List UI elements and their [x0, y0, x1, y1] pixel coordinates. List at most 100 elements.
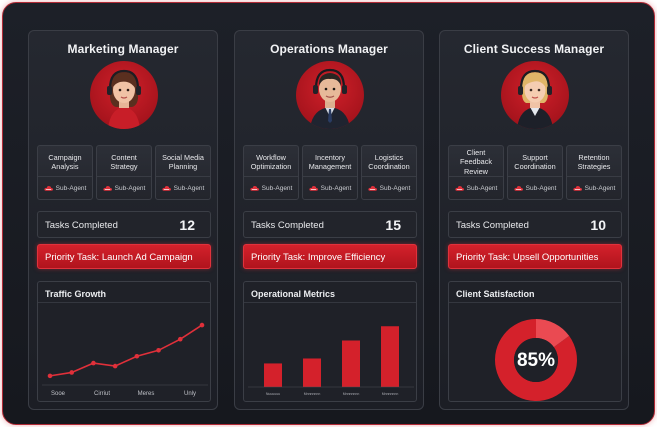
donut-center-label: 85% [517, 350, 555, 371]
sub-agent-inventory-management[interactable]: Incentory Management Sub-Agent [302, 145, 358, 200]
sub-agent-client-feedback-review[interactable]: Client Feedback Review Sub-Agent [448, 145, 504, 200]
divider [303, 176, 357, 177]
avatar [501, 61, 569, 129]
sub-agent-retention-strategies[interactable]: Retention Strategies Sub-Agent [566, 145, 622, 200]
priority-task-button[interactable]: Priority Task: Improve Efficiency [243, 244, 417, 269]
client-satisfaction-chart: 85% [495, 319, 577, 401]
avatar [90, 61, 158, 129]
role-name: Client Feedback Review [459, 147, 493, 176]
sub-agent-tag: Sub-Agent [508, 181, 562, 195]
sub-agent-campaign-analysis[interactable]: Campaign Analysis Sub-Agent [37, 145, 93, 200]
tasks-label: Tasks Completed [456, 220, 529, 231]
panel-title: Client Satisfaction [456, 289, 535, 299]
divider [97, 176, 151, 177]
x-tick-label: Mnnnnnnn [304, 392, 321, 396]
sub-agent-social-media-planning[interactable]: Social Media Planning Sub-Agent [155, 145, 211, 200]
cloud-icon [250, 185, 259, 191]
sub-agent-label: Sub-Agent [261, 184, 293, 192]
sub-agent-roles: Client Feedback Review Sub-Agent Support… [448, 145, 622, 200]
divider [38, 302, 210, 303]
tasks-label: Tasks Completed [251, 220, 324, 231]
cloud-icon [103, 185, 112, 191]
divider [508, 176, 562, 177]
sub-agent-roles: Campaign Analysis Sub-Agent Content Stra… [37, 145, 211, 200]
panel-title: Operational Metrics [251, 289, 336, 299]
sub-agent-label: Sub-Agent [584, 184, 616, 192]
agent-card-marketing[interactable]: Marketing Manager Campaign Analysis [28, 30, 218, 410]
data-point [199, 322, 205, 328]
operational-metrics-panel: Operational Metrics Nuuuuuu Mnnnnnnn Mnnnn… [243, 281, 417, 402]
divider [449, 302, 621, 303]
divider [244, 302, 416, 303]
priority-task-label: Priority Task: Improve Efficiency [251, 252, 386, 263]
sub-agent-workflow-optimization[interactable]: Workflow Optimization Sub-Agent [243, 145, 299, 200]
sub-agent-tag: Sub-Agent [244, 181, 298, 195]
x-tick-label: Cirriut [94, 391, 110, 397]
sub-agent-logistics-coordination[interactable]: Logistics Coordination Sub-Agent [361, 145, 417, 200]
panel-title: Traffic Growth [45, 289, 107, 299]
sub-agent-tag: Sub-Agent [156, 181, 210, 195]
series-line [49, 324, 203, 377]
sub-agent-tag: Sub-Agent [97, 181, 151, 195]
cloud-icon [44, 185, 53, 191]
role-name: Support Coordination [514, 152, 556, 172]
role-name: Campaign Analysis [48, 152, 82, 172]
tasks-label: Tasks Completed [45, 220, 118, 231]
data-point [112, 363, 118, 369]
bar [264, 363, 282, 387]
card-title: Client Success Manager [463, 42, 605, 56]
tasks-completed: Tasks Completed 10 [448, 211, 622, 238]
donut-hole [514, 338, 558, 382]
priority-task-label: Priority Task: Upsell Opportunities [456, 252, 599, 263]
sub-agent-label: Sub-Agent [379, 184, 411, 192]
sub-agent-tag: Sub-Agent [567, 181, 621, 195]
priority-task-button[interactable]: Priority Task: Upsell Opportunities [448, 244, 622, 269]
priority-task-button[interactable]: Priority Task: Launch Ad Campaign [37, 244, 211, 269]
tasks-completed: Tasks Completed 15 [243, 211, 417, 238]
cloud-icon [455, 185, 464, 191]
x-tick-label: Sooe [51, 391, 66, 397]
x-tick-label: Unly [184, 391, 196, 397]
data-point [177, 336, 183, 342]
data-point [91, 360, 96, 366]
donut-slice-satisfied [495, 319, 577, 401]
cloud-icon [162, 185, 171, 191]
cloud-icon [514, 185, 523, 191]
sub-agent-label: Sub-Agent [173, 184, 205, 192]
x-tick-label: Mnnnnnnn [343, 392, 360, 396]
bar [342, 340, 360, 387]
tasks-count: 10 [590, 217, 606, 233]
card-title: Operations Manager [270, 42, 388, 56]
divider [244, 176, 298, 177]
donut-slice-remaining [536, 319, 570, 348]
divider [38, 176, 92, 177]
sub-agent-label: Sub-Agent [320, 184, 352, 192]
traffic-growth-chart: Sooe Cirriut Meres Unly [42, 322, 208, 397]
role-name: Retention Strategies [577, 152, 611, 172]
data-point [47, 373, 53, 379]
avatar [296, 61, 364, 129]
sub-agent-content-strategy[interactable]: Content Strategy Sub-Agent [96, 145, 152, 200]
divider [449, 176, 503, 177]
cloud-icon [368, 185, 377, 191]
agent-card-operations[interactable]: Operations Manager Workflow Optimization [234, 30, 424, 410]
operational-metrics-chart: Nuuuuuu Mnnnnnnn Mnnnnnnn Mnnnnnnn [248, 326, 414, 396]
sub-agent-support-coordination[interactable]: Support Coordination Sub-Agent [507, 145, 563, 200]
agent-card-client-success[interactable]: Client Success Manager Client Feedback R… [439, 30, 629, 410]
card-title: Marketing Manager [67, 42, 179, 56]
role-name: Social Media Planning [162, 152, 204, 172]
tasks-count: 15 [385, 217, 401, 233]
divider [567, 176, 621, 177]
client-satisfaction-panel: Client Satisfaction 85% [448, 281, 622, 402]
sub-agent-tag: Sub-Agent [362, 181, 416, 195]
traffic-growth-panel: Traffic Growth Sooe Cirriut Meres Unly [37, 281, 211, 402]
tasks-count: 12 [179, 217, 195, 233]
bar [381, 326, 399, 387]
role-name: Incentory Management [308, 152, 352, 172]
sub-agent-roles: Workflow Optimization Sub-Agent Incentor… [243, 145, 417, 200]
x-tick-label: Nuuuuuu [266, 392, 280, 396]
cloud-icon [573, 185, 582, 191]
role-name: Content Strategy [110, 152, 138, 172]
tasks-completed: Tasks Completed 12 [37, 211, 211, 238]
